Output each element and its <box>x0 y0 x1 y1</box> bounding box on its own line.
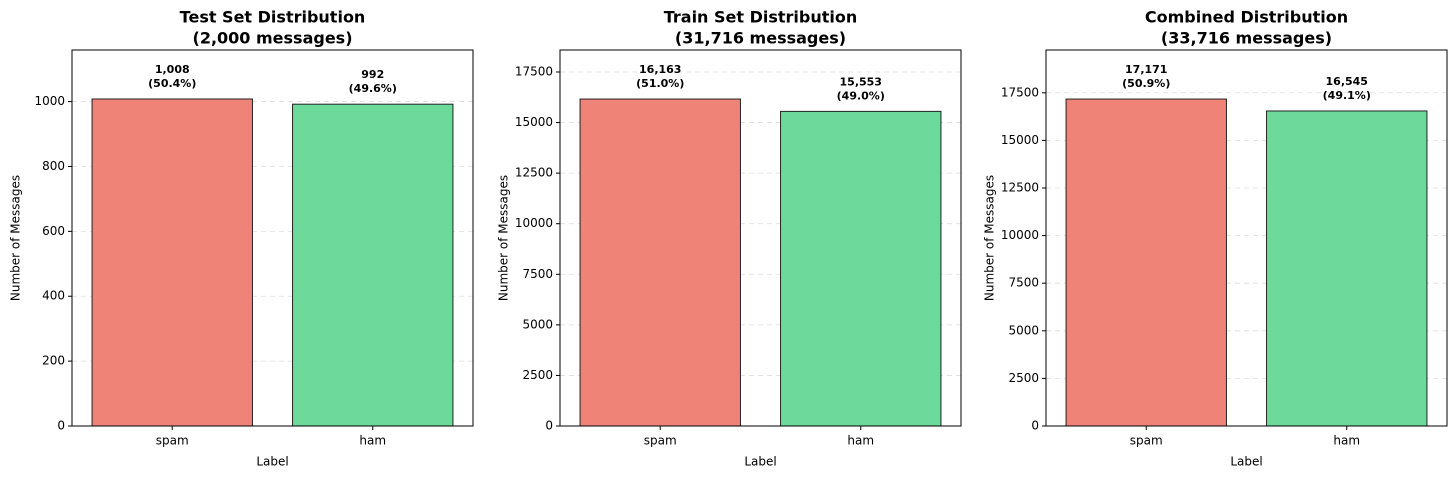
x-tick-label: ham <box>847 434 874 448</box>
value-label: 992 <box>361 68 384 81</box>
value-label: 16,545 <box>1326 75 1368 88</box>
y-tick-label: 400 <box>42 289 65 303</box>
value-label: 16,163 <box>639 63 681 76</box>
bar <box>91 98 253 427</box>
bar <box>579 98 741 427</box>
y-tick-label: 15000 <box>1001 133 1039 147</box>
value-label: 17,171 <box>1125 63 1167 76</box>
share-label: (49.6%) <box>349 82 397 95</box>
value-label: 15,553 <box>840 75 882 88</box>
x-tick-label: ham <box>359 434 386 448</box>
chart-subtitle: (31,716 messages) <box>675 29 846 48</box>
y-tick-label: 17500 <box>515 64 553 78</box>
bar <box>1266 110 1428 427</box>
share-label: (51.0%) <box>636 77 684 90</box>
x-tick-label: spam <box>644 434 677 448</box>
y-tick-label: 7500 <box>1008 276 1039 290</box>
y-tick-label: 12500 <box>515 166 553 180</box>
y-tick-label: 17500 <box>1001 85 1039 99</box>
y-tick-label: 5000 <box>522 317 553 331</box>
y-tick-label: 10000 <box>515 216 553 230</box>
y-tick-label: 0 <box>57 419 65 433</box>
y-tick-label: 200 <box>42 354 65 368</box>
y-tick-label: 0 <box>545 419 553 433</box>
y-tick-label: 12500 <box>1001 180 1039 194</box>
chart-title: Test Set Distribution <box>180 8 366 27</box>
share-label: (49.0%) <box>837 89 885 102</box>
x-axis-label: Label <box>256 455 288 469</box>
plot-frame <box>559 49 962 427</box>
y-axis-label: Number of Messages <box>9 175 23 301</box>
y-tick-label: 5000 <box>1008 323 1039 337</box>
y-tick-label: 10000 <box>1001 228 1039 242</box>
plot-frame <box>1045 49 1448 427</box>
y-tick-label: 0 <box>1031 419 1039 433</box>
y-tick-label: 1000 <box>34 94 65 108</box>
y-tick-label: 800 <box>42 159 65 173</box>
x-axis-label: Label <box>1230 455 1262 469</box>
share-label: (50.4%) <box>148 77 196 90</box>
share-label: (50.9%) <box>1122 77 1170 90</box>
plot-frame <box>71 49 474 427</box>
y-axis-label: Number of Messages <box>497 175 511 301</box>
x-tick-label: ham <box>1333 434 1360 448</box>
x-tick-label: spam <box>1130 434 1163 448</box>
chart-title: Train Set Distribution <box>664 8 858 27</box>
x-tick-label: spam <box>156 434 189 448</box>
y-tick-label: 7500 <box>522 267 553 281</box>
y-tick-label: 2500 <box>522 368 553 382</box>
y-tick-label: 2500 <box>1008 371 1039 385</box>
bar <box>1065 98 1227 427</box>
bar <box>292 103 454 427</box>
y-axis-label: Number of Messages <box>983 175 997 301</box>
value-label: 1,008 <box>155 63 190 76</box>
y-tick-label: 15000 <box>515 115 553 129</box>
bar <box>780 110 942 427</box>
x-axis-label: Label <box>744 455 776 469</box>
chart-title: Combined Distribution <box>1145 8 1348 27</box>
chart-subtitle: (33,716 messages) <box>1161 29 1332 48</box>
share-label: (49.1%) <box>1323 89 1371 102</box>
y-tick-label: 600 <box>42 224 65 238</box>
chart-subtitle: (2,000 messages) <box>193 29 353 48</box>
